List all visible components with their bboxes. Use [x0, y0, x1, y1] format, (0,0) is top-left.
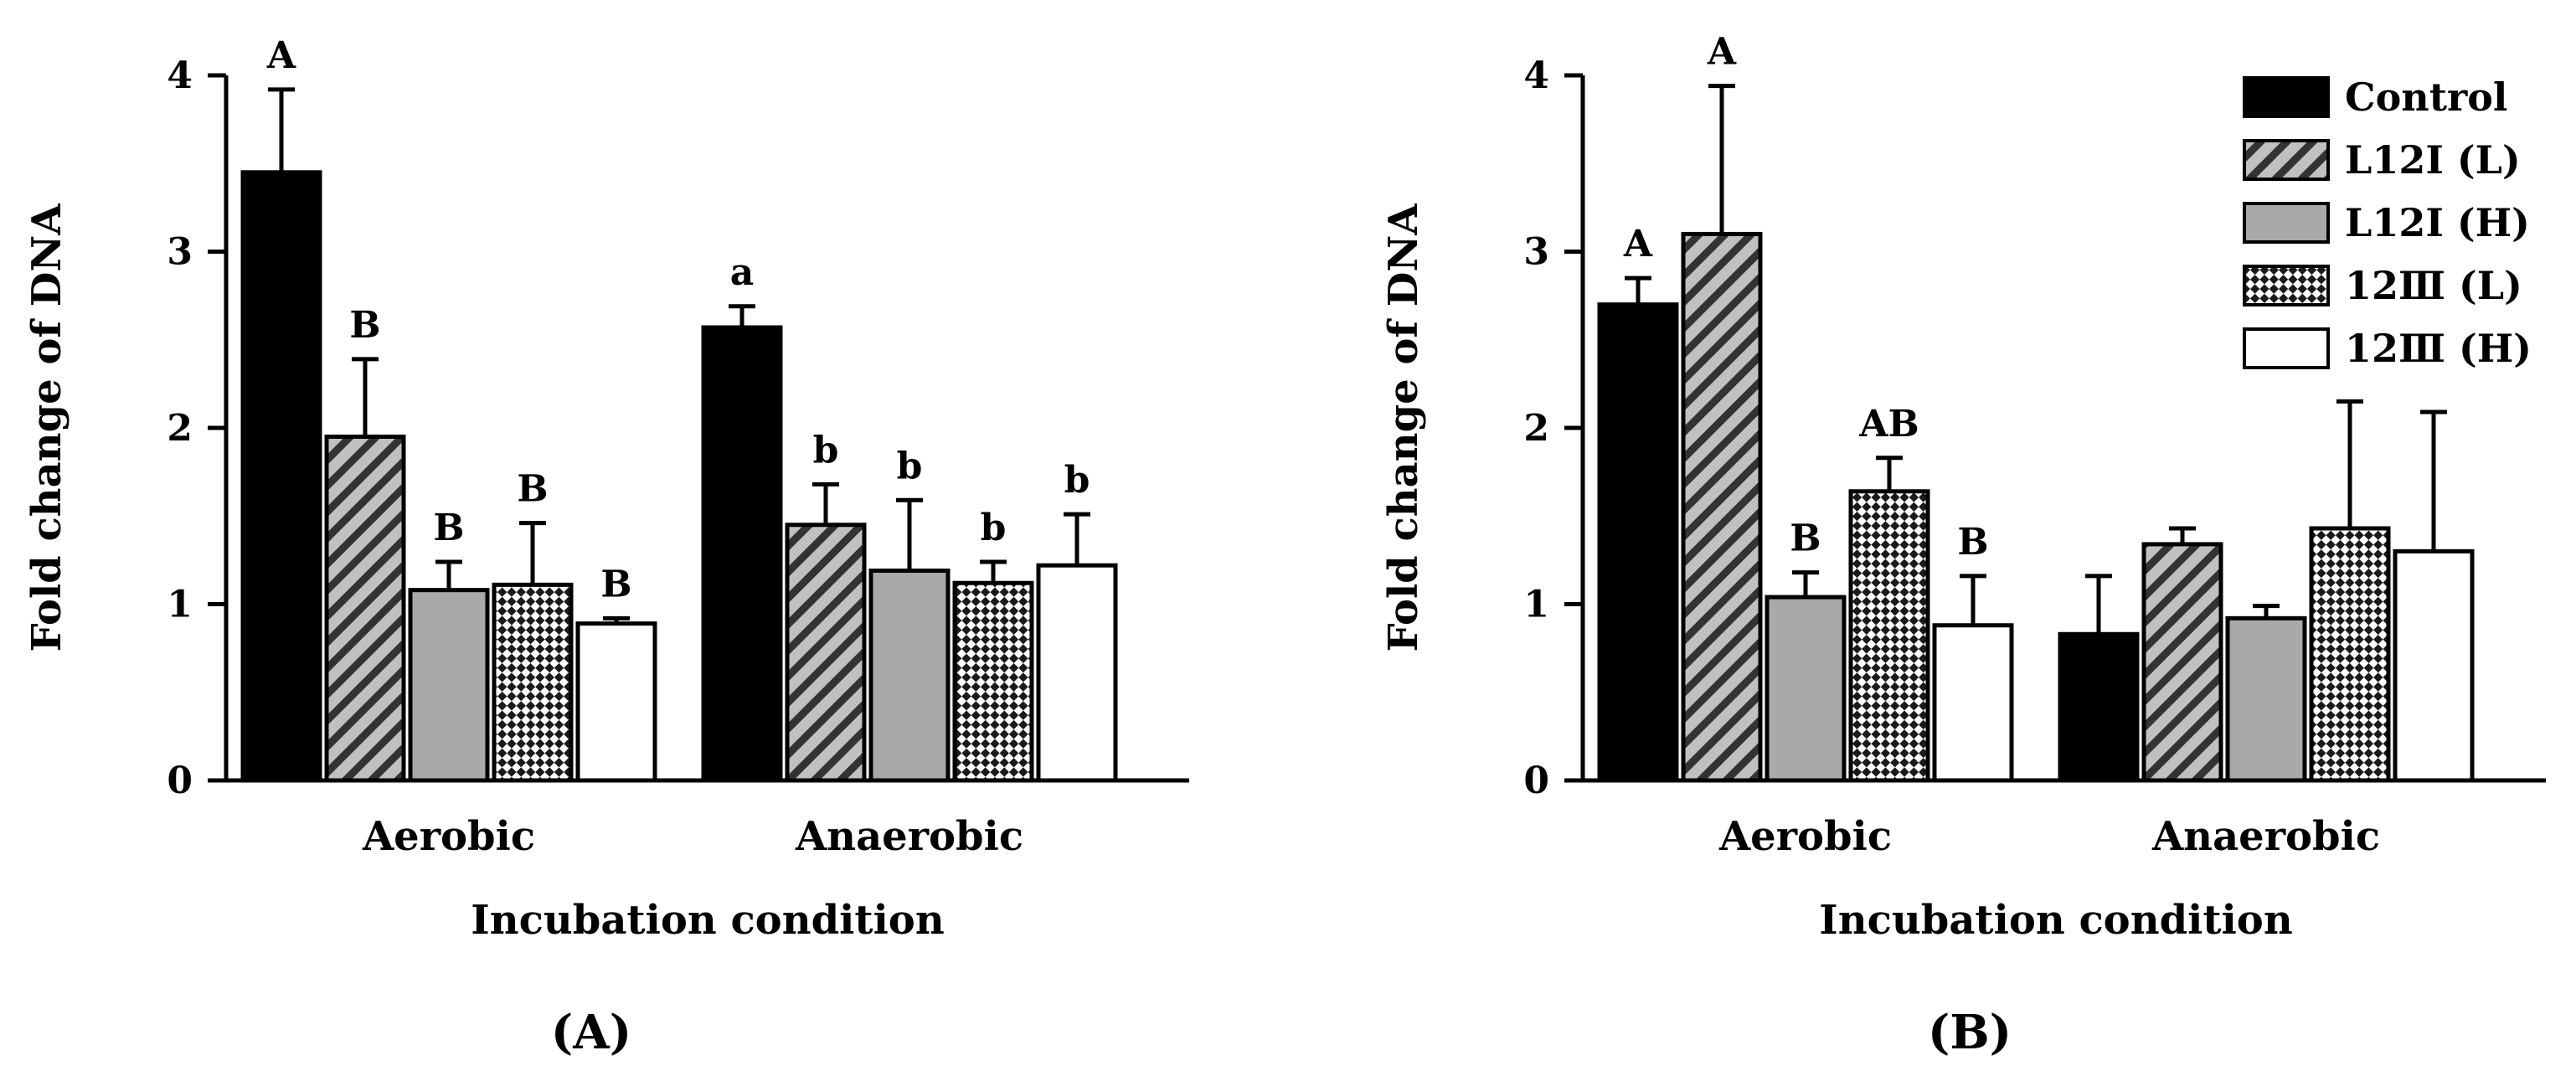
panel-b-aerobic-12iii-high-bar	[1932, 623, 2014, 783]
panel-a-label: (A)	[551, 1005, 631, 1060]
legend-swatch-control	[2243, 76, 2330, 118]
panel-b-aerobic-12iii-high-sig-letter: B	[1957, 521, 1988, 564]
panel-b-anaerobic-l12i-high-bar	[2225, 615, 2307, 783]
panel-a-anaerobic-12iii-low-bar	[952, 580, 1034, 783]
panel-a-aerobic-control-sig-letter: A	[266, 34, 296, 77]
panel-a-ytick-label-1: 1	[167, 584, 193, 626]
legend-item-12iii-low: 12Ⅲ (L)	[2243, 263, 2522, 308]
panel-b-ytick-label-0: 0	[1523, 759, 1549, 802]
legend-item-l12i-low: L12Ⅰ (L)	[2243, 137, 2521, 183]
panel-a-anaerobic-l12i-low-sig-letter: b	[813, 429, 839, 471]
legend-swatch-l12i-low	[2243, 139, 2330, 181]
legend-label-l12i-high: L12Ⅰ (H)	[2345, 200, 2530, 245]
panel-a-category-aerobic: Aerobic	[362, 813, 535, 860]
legend-label-control: Control	[2345, 75, 2507, 120]
legend-label-l12i-low: L12Ⅰ (L)	[2345, 137, 2521, 183]
panel-a-ytick-label-0: 0	[167, 759, 193, 802]
panel-b-y-label: Fold change of DNA	[1380, 203, 1427, 652]
panel-b-aerobic-12iii-low-bar	[1848, 489, 1930, 783]
panel-b-ytick-label-3: 3	[1523, 231, 1549, 274]
panel-a-ytick-label-3: 3	[167, 231, 193, 274]
panel-b-ytick-label-4: 4	[1523, 54, 1549, 97]
legend-item-l12i-high: L12Ⅰ (H)	[2243, 200, 2530, 245]
legend-swatch-l12i-high	[2243, 202, 2330, 244]
panel-b-category-anaerobic: Anaerobic	[2151, 813, 2380, 860]
panel-a-anaerobic-l12i-low-bar	[785, 523, 867, 783]
panel-b-aerobic-l12i-low-sig-letter: A	[1707, 31, 1737, 74]
panel-a-aerobic-12iii-low-bar	[492, 582, 574, 783]
panel-b-category-aerobic: Aerobic	[1718, 813, 1892, 860]
panel-a-aerobic-l12i-high-sig-letter: B	[433, 507, 464, 549]
panel-a-ytick-label-4: 4	[167, 54, 193, 97]
panel-a-anaerobic-12iii-high-bar	[1036, 563, 1118, 783]
panel-a-aerobic-12iii-high-bar	[575, 621, 657, 783]
panel-a-aerobic-12iii-low-sig-letter: B	[517, 468, 548, 511]
panel-b-x-label: Incubation condition	[1819, 897, 2292, 944]
legend-label-12iii-low: 12Ⅲ (L)	[2345, 263, 2522, 308]
panel-a-aerobic-l12i-high-bar	[408, 588, 490, 783]
panel-a-aerobic-control-bar	[240, 170, 322, 783]
legend-item-control: Control	[2243, 75, 2507, 120]
panel-a: Fold change of DNA Incubation condition …	[23, 75, 1189, 1060]
panel-a-x-label: Incubation condition	[471, 897, 944, 944]
panel-b-aerobic-control-bar	[1597, 302, 1679, 783]
panel-a-anaerobic-control-sig-letter: a	[730, 251, 755, 294]
panel-b-aerobic-l12i-high-sig-letter: B	[1790, 517, 1821, 560]
panel-a-aerobic-l12i-low-bar	[324, 435, 406, 783]
panel-a-aerobic-12iii-high-sig-letter: B	[600, 563, 631, 605]
panel-a-category-anaerobic: Anaerobic	[795, 813, 1023, 860]
legend-swatch-12iii-high	[2243, 327, 2330, 369]
panel-b-ytick-label-1: 1	[1523, 584, 1549, 626]
panel-a-anaerobic-l12i-high-sig-letter: b	[897, 445, 923, 487]
panel-a-anaerobic-12iii-low-sig-letter: b	[981, 507, 1007, 549]
panel-b-anaerobic-l12i-low-bar	[2141, 542, 2223, 783]
panel-b-anaerobic-12iii-high-bar	[2393, 548, 2475, 783]
panel-b: Fold change of DNA Incubation condition …	[1380, 75, 2546, 1060]
panel-b-ytick-label-2: 2	[1523, 407, 1549, 450]
panel-a-anaerobic-12iii-high-sig-letter: b	[1064, 459, 1090, 502]
panel-a-anaerobic-l12i-high-bar	[868, 569, 951, 783]
panel-b-aerobic-control-sig-letter: A	[1623, 223, 1653, 265]
legend-label-12iii-high: 12Ⅲ (H)	[2345, 326, 2532, 371]
panel-a-aerobic-l12i-low-sig-letter: B	[349, 304, 380, 347]
panel-b-aerobic-12iii-low-sig-letter: AB	[1858, 403, 1919, 445]
panel-b-anaerobic-control-bar	[2058, 631, 2140, 783]
panel-b-aerobic-l12i-high-bar	[1765, 595, 1847, 783]
panel-b-anaerobic-12iii-low-bar	[2309, 526, 2391, 783]
legend-item-12iii-high: 12Ⅲ (H)	[2243, 326, 2532, 371]
legend: Control L12Ⅰ (L) L12Ⅰ (H) 12Ⅲ (L) 12Ⅲ (H…	[2243, 75, 2532, 371]
panel-a-ytick-label-2: 2	[167, 407, 193, 450]
panel-b-label: (B)	[1928, 1005, 2012, 1060]
panel-a-y-label: Fold change of DNA	[23, 203, 70, 652]
panel-a-anaerobic-control-bar	[701, 325, 783, 783]
panel-b-aerobic-l12i-low-bar	[1681, 231, 1763, 783]
legend-swatch-12iii-low	[2243, 265, 2330, 306]
